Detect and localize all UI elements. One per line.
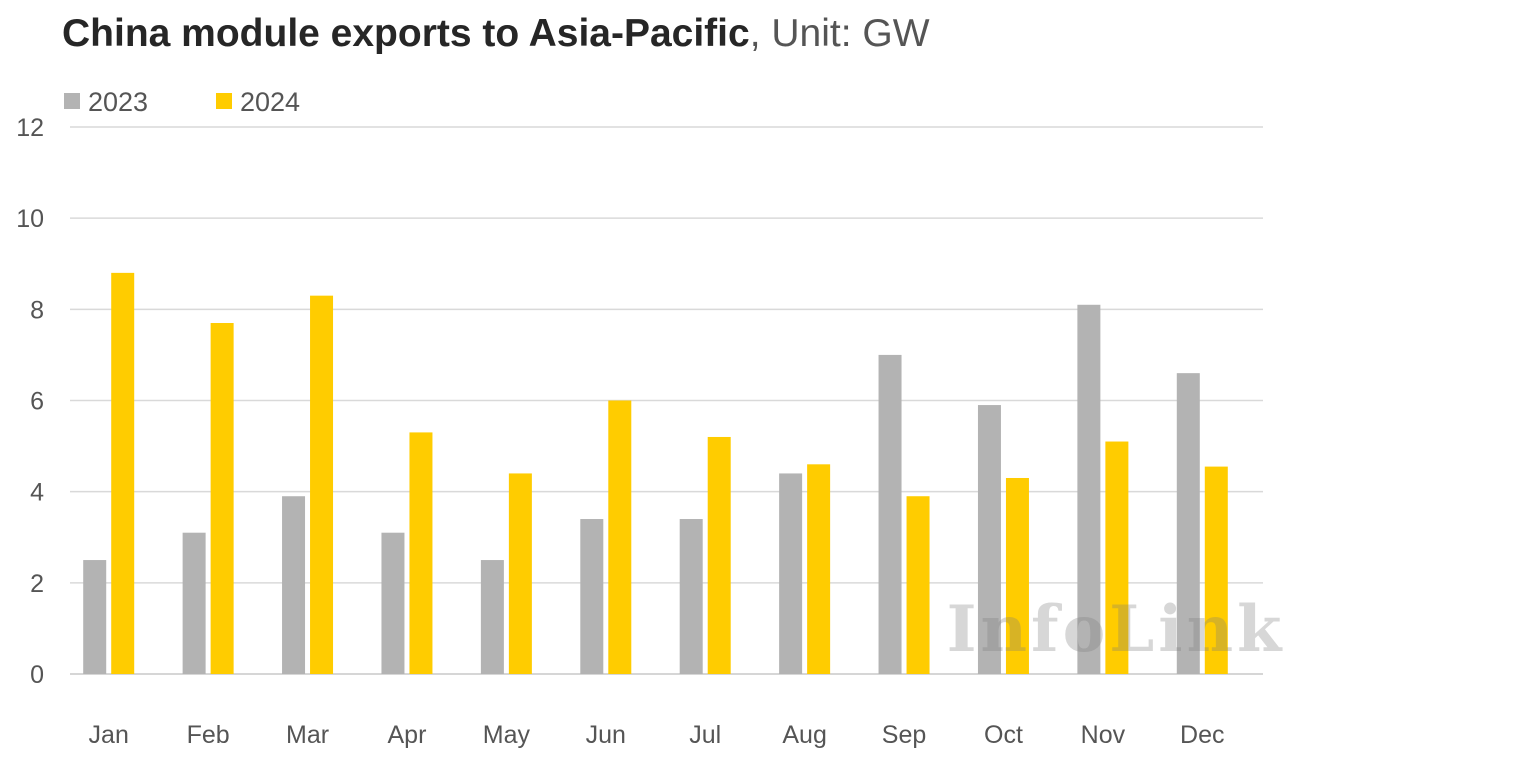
bar-2023-jul <box>679 519 703 674</box>
x-axis-ticks: Jan Feb Mar Apr May Jun Jul Aug Sep Oct Nov Dec <box>89 721 1225 749</box>
bar-2023-sep <box>878 354 902 674</box>
bar-2024-feb <box>210 323 234 674</box>
y-axis-ticks: 0 2 4 6 8 10 12 <box>16 114 44 689</box>
watermark-logo: InfoLink <box>947 592 1286 667</box>
x-tick-label: Dec <box>1180 721 1224 749</box>
bar-2023-aug <box>779 473 803 674</box>
x-tick-label: Aug <box>782 721 826 749</box>
y-tick-label: 2 <box>30 570 44 598</box>
y-tick-label: 4 <box>30 479 44 507</box>
y-tick-label: 8 <box>30 296 44 324</box>
x-tick-label: Nov <box>1081 721 1126 749</box>
chart-title-main: China module exports to Asia-Pacific <box>62 12 750 55</box>
x-tick-label: Feb <box>187 721 230 749</box>
x-tick-label: Jun <box>586 721 626 749</box>
x-tick-label: Mar <box>286 721 329 749</box>
bar-2024-may <box>508 473 532 674</box>
bar-2023-feb <box>182 532 206 674</box>
x-tick-label: Jul <box>689 721 721 749</box>
gridlines <box>70 126 1263 675</box>
bar-2024-nov <box>1105 441 1129 674</box>
bar-2024-jul <box>707 436 731 674</box>
legend-label-2024: 2024 <box>240 87 300 117</box>
bar-2024-jan <box>111 272 135 674</box>
x-tick-label: Apr <box>388 721 427 749</box>
bar-2024-jun <box>608 400 632 674</box>
bar-2023-may <box>480 560 504 674</box>
y-tick-label: 0 <box>30 661 44 689</box>
bar-2024-aug <box>807 464 831 674</box>
bar-2024-sep <box>906 496 930 674</box>
bar-2023-apr <box>381 532 405 674</box>
x-tick-label: Sep <box>882 721 926 749</box>
bar-2023-jan <box>83 560 107 674</box>
bar-2024-apr <box>409 432 433 674</box>
bar-2024-mar <box>310 295 334 674</box>
bars <box>83 272 1228 674</box>
y-tick-label: 6 <box>30 388 44 416</box>
x-tick-label: May <box>483 721 531 749</box>
y-tick-label: 10 <box>16 205 44 233</box>
bar-2023-oct <box>977 405 1001 674</box>
legend: 2023 2024 <box>64 87 300 117</box>
chart-title: China module exports to Asia-Pacific, Un… <box>62 12 930 56</box>
chart-title-unit: , Unit: GW <box>749 12 930 55</box>
bar-2024-oct <box>1005 477 1029 674</box>
y-tick-label: 12 <box>16 114 44 142</box>
legend-label-2023: 2023 <box>88 87 148 117</box>
legend-swatch-2024 <box>216 93 232 109</box>
bar-2024-dec <box>1204 466 1228 674</box>
legend-swatch-2023 <box>64 93 80 109</box>
bar-2023-nov <box>1077 304 1101 674</box>
x-tick-label: Oct <box>984 721 1023 749</box>
x-tick-label: Jan <box>89 721 129 749</box>
bar-2023-jun <box>580 519 604 674</box>
bar-2023-mar <box>282 496 306 674</box>
bar-2023-dec <box>1176 373 1200 674</box>
